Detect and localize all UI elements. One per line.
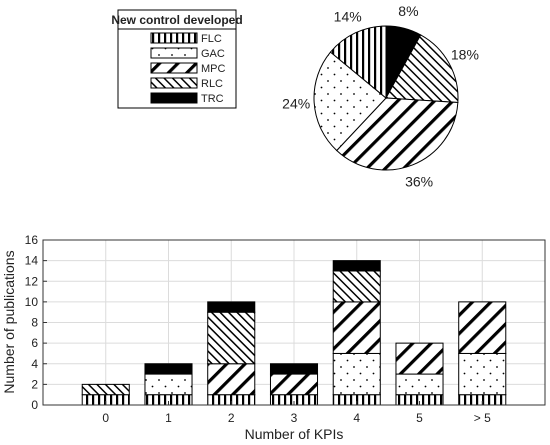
y-tick-label-6: 6 xyxy=(31,336,38,350)
y-tick-label-14: 14 xyxy=(25,254,39,268)
y-tick-label-4: 4 xyxy=(31,357,38,371)
pie-label-mpc: 36% xyxy=(405,174,433,190)
legend-swatch-trc xyxy=(150,92,198,104)
pie-label-gac: 24% xyxy=(282,96,310,112)
legend-swatch-rlc xyxy=(150,77,198,89)
pie-chart: 8% 18% 36% 24% 14% xyxy=(282,3,479,190)
bar-mpc-2 xyxy=(207,363,256,396)
legend-frame xyxy=(117,9,237,109)
x-tick-label-5: 5 xyxy=(416,411,423,425)
bar-rlc-4 xyxy=(332,270,381,303)
bar-rlc-2 xyxy=(207,311,256,365)
bar-mpc-5 xyxy=(458,301,507,354)
legend-swatch-flc xyxy=(150,32,198,44)
legend: New control developed FLC GAC MPC RLC TRC xyxy=(111,9,243,109)
x-tick-label-4: 4 xyxy=(353,411,360,425)
bar-rlc-0 xyxy=(81,383,130,396)
pie-label-rlc: 18% xyxy=(451,47,479,63)
x-tick-label-3: 3 xyxy=(291,411,298,425)
bar-trc-4 xyxy=(332,260,381,272)
bar-gac-5 xyxy=(395,373,444,396)
x-axis-label: Number of KPIs xyxy=(245,426,344,442)
bar-mpc-4 xyxy=(332,301,381,354)
legend-label-flc: FLC xyxy=(201,33,222,45)
pie-label-flc: 14% xyxy=(334,9,362,25)
y-tick-label-12: 12 xyxy=(25,274,39,288)
pie-slice-flc xyxy=(329,25,387,100)
x-tick-label-2: 2 xyxy=(228,411,235,425)
bar-trc-2 xyxy=(207,301,256,313)
legend-swatch-mpc xyxy=(150,62,198,74)
legend-label-gac: GAC xyxy=(201,48,225,60)
bar-mpc-3 xyxy=(269,373,319,396)
pie-slice-gac xyxy=(313,51,387,152)
plot-frame xyxy=(42,239,546,406)
y-tick-label-2: 2 xyxy=(31,377,38,391)
bar-trc-3 xyxy=(269,363,319,375)
bar-mpc-5 xyxy=(395,342,444,375)
bar-gac-5 xyxy=(458,352,507,396)
y-tick-label-16: 16 xyxy=(25,233,39,247)
legend-label-rlc: RLC xyxy=(201,78,223,90)
x-tick-label-5: > 5 xyxy=(474,411,491,425)
pie-slice-rlc xyxy=(385,34,459,104)
x-tick-label-0: 0 xyxy=(102,411,109,425)
legend-label-mpc: MPC xyxy=(201,63,226,75)
y-tick-label-0: 0 xyxy=(31,398,38,412)
y-tick-label-10: 10 xyxy=(25,295,39,309)
bar-trc-1 xyxy=(144,363,193,375)
y-axis-label: Number of publications xyxy=(1,250,17,393)
bar-gac-4 xyxy=(332,352,381,396)
y-tick-label-8: 8 xyxy=(31,316,38,330)
legend-title: New control developed xyxy=(111,13,242,27)
x-tick-label-1: 1 xyxy=(165,411,172,425)
pie-label-trc: 8% xyxy=(398,3,418,19)
legend-label-trc: TRC xyxy=(201,93,224,105)
legend-swatch-gac xyxy=(150,47,198,59)
bar-gac-1 xyxy=(144,373,193,396)
pie-slice-mpc xyxy=(336,97,459,171)
